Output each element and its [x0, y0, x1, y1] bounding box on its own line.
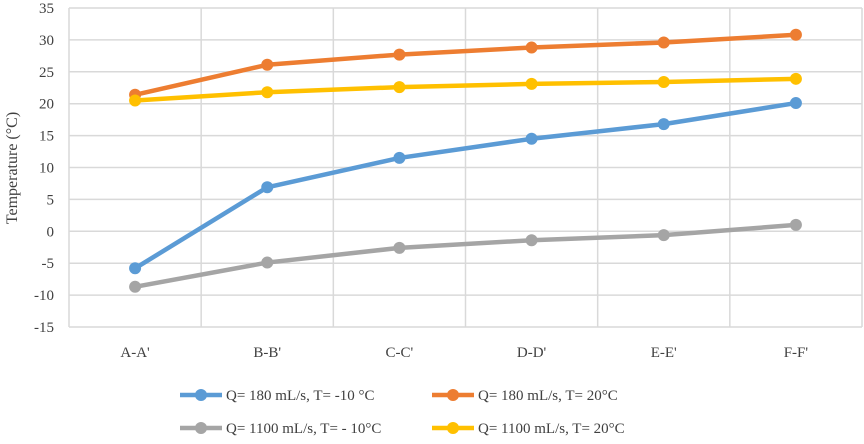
y-axis-title: Temperature (°C)	[4, 112, 21, 224]
series-0	[129, 97, 802, 275]
legend-swatch-marker-3	[447, 422, 459, 434]
y-tick-label-6: 5	[47, 192, 55, 208]
y-tick-label-0: 35	[39, 1, 54, 17]
series-line-0	[132, 100, 799, 271]
x-tick-label-3: D-D'	[517, 345, 547, 361]
data-point-2-2	[393, 241, 406, 254]
x-tick-label-2: C-C'	[386, 345, 414, 361]
series-line-3	[132, 76, 799, 103]
data-point-2-5	[789, 218, 802, 231]
y-tick-label-1: 30	[39, 33, 54, 49]
data-point-3-4	[657, 76, 670, 89]
y-tick-label-10: -15	[34, 320, 54, 336]
data-point-0-0	[129, 262, 142, 275]
data-point-0-2	[393, 151, 406, 164]
data-point-3-5	[789, 72, 802, 85]
legend: Q= 180 mL/s, T= -10 °C Q= 180 mL/s, T= 20…	[180, 388, 625, 437]
legend-item-1: Q= 180 mL/s, T= 20°C	[432, 388, 618, 404]
data-point-3-3	[525, 77, 538, 90]
data-point-1-4	[657, 36, 670, 49]
series-2	[129, 218, 802, 293]
legend-item-0: Q= 180 mL/s, T= -10 °C	[180, 388, 374, 404]
data-point-3-2	[393, 81, 406, 94]
data-point-2-0	[129, 280, 142, 293]
y-tick-label-2: 25	[39, 65, 54, 81]
y-tick-label-9: -10	[34, 288, 54, 304]
data-point-1-1	[261, 58, 274, 71]
data-point-2-4	[657, 229, 670, 242]
series-line-1	[132, 32, 799, 98]
legend-swatch-marker-2	[195, 422, 207, 434]
data-point-2-1	[261, 256, 274, 269]
series-lines	[129, 28, 802, 293]
data-point-1-3	[525, 41, 538, 54]
x-tick-label-4: E-E'	[651, 345, 677, 361]
gridlines	[68, 7, 863, 328]
data-point-1-5	[789, 28, 802, 41]
legend-label-3: Q= 1100 mL/s, T= 20°C	[478, 421, 625, 437]
y-tick-label-8: -5	[42, 256, 55, 272]
legend-swatch-marker-0	[195, 389, 207, 401]
legend-swatch-marker-1	[447, 389, 459, 401]
series-3	[129, 72, 802, 107]
data-point-2-3	[525, 234, 538, 247]
data-point-0-3	[525, 132, 538, 145]
legend-label-0: Q= 180 mL/s, T= -10 °C	[226, 388, 374, 404]
legend-label-1: Q= 180 mL/s, T= 20°C	[478, 388, 618, 404]
y-tick-label-4: 15	[39, 129, 54, 145]
series-line-2	[132, 222, 799, 290]
legend-item-2: Q= 1100 mL/s, T= - 10°C	[180, 421, 381, 437]
y-tick-label-3: 20	[39, 97, 54, 113]
y-tick-label-7: 0	[47, 224, 55, 240]
x-axis-ticks: A-A' B-B' C-C' D-D' E-E' F-F'	[120, 345, 808, 361]
data-point-1-2	[393, 48, 406, 61]
data-point-3-1	[261, 86, 274, 99]
data-point-0-1	[261, 181, 274, 194]
data-point-0-4	[657, 118, 670, 131]
x-tick-label-0: A-A'	[120, 345, 150, 361]
legend-label-2: Q= 1100 mL/s, T= - 10°C	[226, 421, 381, 437]
x-tick-label-5: F-F'	[784, 345, 809, 361]
data-point-0-5	[789, 97, 802, 110]
legend-item-3: Q= 1100 mL/s, T= 20°C	[432, 421, 625, 437]
data-point-3-0	[129, 94, 142, 107]
y-axis-ticks: 35 30 25 20 15 10 5 0 -5 -10 -15	[34, 1, 54, 336]
x-tick-label-1: B-B'	[253, 345, 281, 361]
y-tick-label-5: 10	[39, 161, 54, 177]
